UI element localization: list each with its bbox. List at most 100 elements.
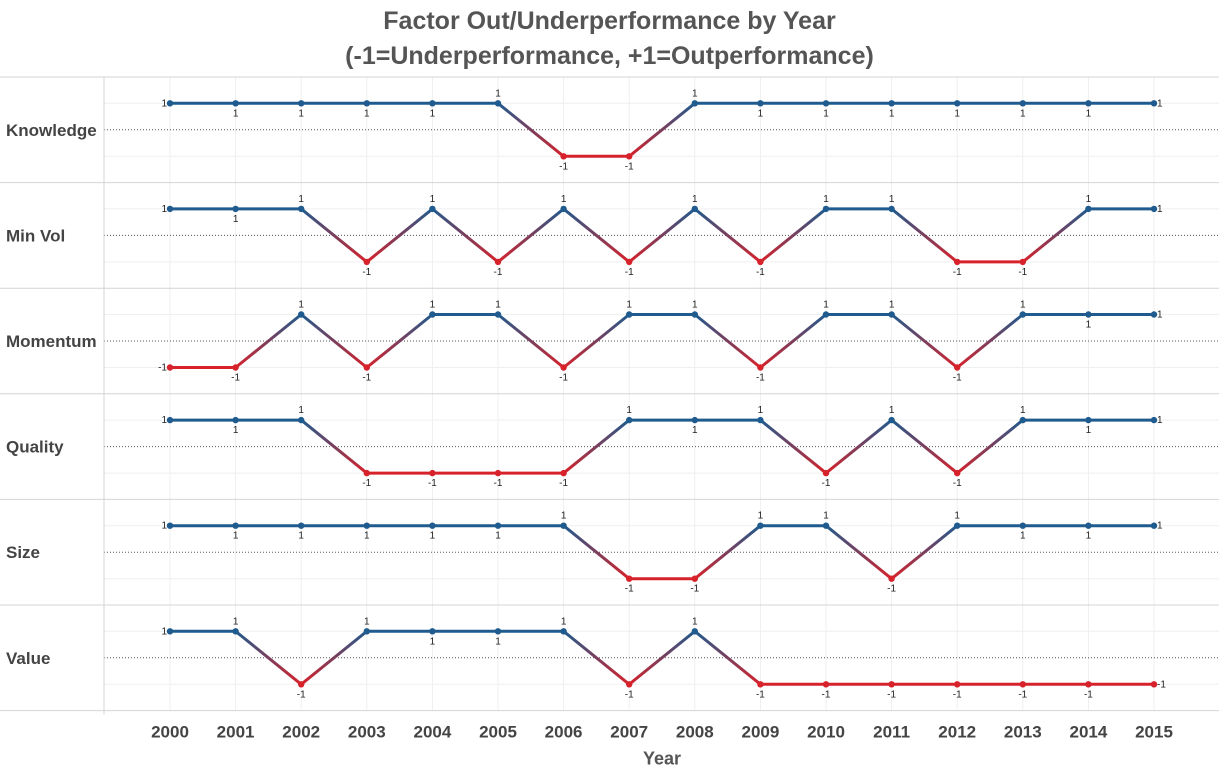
- data-point: [822, 100, 830, 107]
- data-label: 1: [1086, 108, 1092, 119]
- series-segment: [299, 418, 369, 475]
- data-point: [494, 628, 502, 635]
- data-label: 1: [823, 300, 829, 311]
- data-label: 1: [954, 108, 960, 119]
- data-point: [691, 100, 698, 107]
- data-point: [298, 100, 305, 107]
- data-point: [888, 100, 895, 107]
- data-label: 1: [161, 204, 167, 215]
- data-label: 1: [1157, 415, 1163, 426]
- data-point: [757, 681, 764, 688]
- data-label: -1: [953, 267, 962, 278]
- data-label: 1: [823, 194, 829, 205]
- data-label: -1: [625, 267, 634, 278]
- data-label: 1: [430, 194, 436, 205]
- data-label: 1: [430, 531, 436, 542]
- data-point: [166, 416, 174, 424]
- data-point: [691, 205, 698, 213]
- data-point: [166, 364, 174, 371]
- data-point: [166, 205, 174, 213]
- x-tick-label: 2003: [348, 723, 386, 742]
- series-segment: [627, 629, 697, 686]
- series-segment: [562, 207, 631, 264]
- data-label: 1: [364, 531, 370, 542]
- data-point: [232, 416, 239, 424]
- series-segment: [496, 101, 566, 158]
- data-point: [822, 681, 830, 688]
- data-label: 1: [889, 300, 895, 311]
- data-point: [822, 522, 830, 529]
- data-point: [363, 628, 370, 635]
- data-point: [888, 205, 895, 213]
- data-point: [429, 628, 436, 635]
- data-point: [494, 258, 502, 266]
- data-label: 1: [1086, 194, 1092, 205]
- data-point: [166, 522, 174, 529]
- data-label: 1: [161, 415, 167, 426]
- data-label: 1: [233, 616, 239, 627]
- data-label: 1: [430, 636, 436, 647]
- data-label: 1: [954, 511, 960, 522]
- data-label: 1: [233, 531, 239, 542]
- data-point: [954, 100, 961, 107]
- data-point: [822, 205, 830, 213]
- data-label: -1: [756, 373, 765, 384]
- data-label: 1: [1157, 98, 1163, 109]
- data-label: -1: [428, 478, 437, 489]
- x-tick-label: 2010: [807, 723, 845, 742]
- data-point: [429, 100, 436, 107]
- data-label: 1: [161, 98, 167, 109]
- data-label: 1: [233, 108, 239, 119]
- data-label: 1: [1020, 405, 1026, 416]
- data-point: [757, 258, 764, 266]
- data-label: -1: [494, 478, 503, 489]
- x-tick-label: 2007: [610, 723, 648, 742]
- data-point: [298, 522, 305, 529]
- data-point: [1085, 681, 1092, 688]
- data-point: [1150, 416, 1158, 424]
- data-label: 1: [233, 214, 239, 225]
- data-label: 1: [561, 511, 567, 522]
- series-segment: [824, 418, 894, 475]
- x-axis-label: Year: [643, 749, 681, 769]
- row-label: Momentum: [6, 332, 97, 351]
- data-point: [1085, 100, 1092, 107]
- data-point: [232, 364, 239, 371]
- data-label: -1: [297, 689, 306, 700]
- label-layer: 1 1 1 1 1 1 -1 -1 1 1 1 1 1 1 1 1 1 1 1 -1 1 -1 1 -1 1 -1 1 1 -1 -1 1 1…: [158, 88, 1166, 700]
- data-point: [691, 416, 698, 424]
- chart-title-line-1: Factor Out/Underperformance by Year: [383, 7, 836, 35]
- data-label: 1: [823, 511, 829, 522]
- series-segment: [234, 313, 303, 369]
- data-label: 1: [692, 425, 698, 436]
- data-point: [1085, 311, 1092, 318]
- x-tick-label: 2002: [282, 723, 320, 742]
- data-label: 1: [364, 108, 370, 119]
- data-label: -1: [887, 584, 896, 595]
- data-label: -1: [1018, 689, 1027, 700]
- data-point: [888, 416, 895, 424]
- data-point: [232, 205, 239, 213]
- x-tick-label: 2004: [413, 723, 451, 742]
- data-label: -1: [559, 478, 568, 489]
- data-label: 1: [298, 300, 304, 311]
- data-label: 1: [626, 300, 632, 311]
- data-label: -1: [756, 267, 765, 278]
- series-segment: [562, 418, 631, 475]
- chart-title-line-2: (-1=Underperformance, +1=Outperformance): [345, 42, 874, 70]
- data-label: -1: [231, 373, 240, 384]
- series-segment: [890, 313, 959, 369]
- series-segment: [890, 524, 959, 581]
- data-point: [1150, 100, 1158, 107]
- x-tick-label: 2015: [1135, 723, 1173, 742]
- data-label: 1: [626, 405, 632, 416]
- data-label: -1: [690, 584, 699, 595]
- data-point: [429, 311, 436, 318]
- data-point: [1150, 205, 1158, 213]
- data-label: 1: [561, 616, 567, 627]
- data-point: [954, 681, 961, 688]
- series-segment: [430, 207, 500, 264]
- data-point: [1085, 416, 1092, 424]
- data-label: 1: [233, 425, 239, 436]
- data-label: 1: [495, 531, 501, 542]
